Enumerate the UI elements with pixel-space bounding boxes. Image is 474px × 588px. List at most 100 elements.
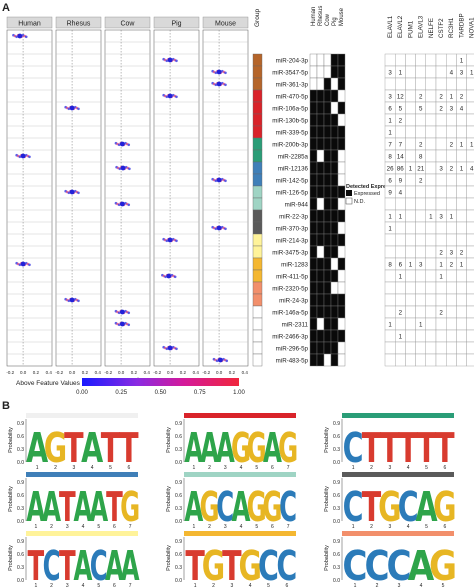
- species-strip: [153, 16, 200, 29]
- logo-position-label: 4: [91, 465, 94, 471]
- heatmap-cell: [316, 281, 325, 295]
- heatmap-cell: [330, 341, 339, 355]
- table-cell: [395, 341, 406, 355]
- species-strip: [202, 16, 249, 29]
- logo-letter: A: [184, 483, 203, 530]
- logo-letter: T: [28, 542, 45, 588]
- swarm-point-core: [216, 177, 222, 183]
- group-cell: [252, 197, 263, 211]
- mirna-label: miR-22-3p: [279, 214, 308, 221]
- table-cell: [405, 89, 416, 103]
- heatmap-cell: [337, 221, 346, 235]
- panel-a-label: A: [2, 2, 10, 14]
- heatmap-cell: [330, 221, 339, 235]
- heatmap-cell: [323, 257, 332, 271]
- table-cell: [405, 281, 416, 295]
- swarm-point-core: [167, 237, 173, 243]
- heatmap-cell: [309, 317, 318, 331]
- logo-ytick: 0.0: [17, 519, 24, 525]
- swarm-point-core: [119, 201, 125, 207]
- table-column-label: ELAVL3: [418, 15, 425, 38]
- logo-ytick: 0.6: [333, 434, 340, 440]
- x-tick-label: -0.2: [6, 370, 14, 375]
- heatmap-cell: [337, 257, 346, 271]
- table-value: 7: [399, 142, 403, 149]
- mirna-label: miR-126-5p: [276, 190, 309, 197]
- table-cell: [446, 53, 457, 67]
- heatmap-cell: [337, 317, 346, 331]
- table-column-label: ELAVL2: [397, 15, 404, 38]
- table-value: 2: [419, 94, 423, 101]
- table-cell: [425, 221, 437, 235]
- heatmap-cell: [316, 137, 325, 151]
- heatmap-cell: [337, 209, 346, 223]
- heatmap-cell: [330, 233, 339, 247]
- logo-position-label: 3: [66, 583, 69, 588]
- group-cell: [252, 221, 263, 235]
- logo-position-label: 5: [255, 465, 258, 471]
- table-cell: [405, 209, 416, 223]
- group-cell: [252, 65, 263, 79]
- table-cell: [405, 317, 416, 331]
- heatmap-cell: [316, 305, 325, 319]
- group-cell: [252, 245, 263, 259]
- logo-letter: T: [59, 542, 76, 588]
- heatmap-cell: [316, 125, 325, 139]
- heatmap-cell: [309, 353, 318, 367]
- logo-position-label: 1: [352, 465, 355, 471]
- table-cell: [415, 281, 427, 295]
- swarm-point: [224, 83, 227, 87]
- swarm-point-group: [64, 297, 80, 303]
- x-tick-label: 0.2: [33, 370, 40, 375]
- table-cell: [405, 53, 416, 67]
- swarm-point: [28, 155, 31, 159]
- table-cell: [405, 77, 416, 91]
- table-value: 6: [388, 106, 392, 113]
- table-cell: [384, 269, 396, 283]
- table-cell: [435, 53, 447, 67]
- swarm-point-core: [167, 345, 173, 351]
- x-tick-label: 0.0: [216, 370, 223, 375]
- table-cell: [446, 185, 457, 199]
- table-cell: [405, 185, 416, 199]
- logo-ytick: 0.9: [333, 539, 340, 545]
- table-cell: [415, 353, 427, 367]
- swarm-point-core: [216, 69, 222, 75]
- table-value: 8: [388, 262, 392, 269]
- logo-letter: C: [342, 542, 367, 588]
- logo-position-label: 6: [443, 524, 446, 530]
- heatmap-cell: [330, 137, 339, 151]
- heatmap-cell: [337, 113, 346, 127]
- table-value: 1: [409, 262, 413, 269]
- swarm-point: [15, 35, 18, 39]
- x-tick-label: 0.0: [69, 370, 76, 375]
- logo-position-label: 5: [442, 583, 445, 588]
- table-value: 1: [399, 334, 403, 341]
- table-cell: [456, 341, 467, 355]
- heatmap-cell: [337, 125, 346, 139]
- logo-position-label: 3: [398, 583, 401, 588]
- swarm-point-core: [119, 309, 125, 315]
- table-cell: [456, 353, 467, 367]
- logo-ytick: 0.0: [175, 519, 182, 525]
- heatmap-column-label: Human: [311, 7, 317, 26]
- table-cell: [395, 293, 406, 307]
- heatmap-cell: [309, 137, 318, 151]
- table-cell: [466, 317, 474, 331]
- table-value: 3: [419, 262, 423, 269]
- heatmap-cell: [330, 89, 339, 103]
- heatmap-cell: [330, 269, 339, 283]
- table-value: 7: [388, 142, 392, 149]
- swarm-point: [18, 155, 22, 159]
- table-value: 3: [388, 94, 392, 101]
- table-cell: [425, 233, 437, 247]
- table-cell: [456, 197, 467, 211]
- swarm-point-core: [166, 273, 172, 279]
- group-cell: [252, 161, 263, 175]
- table-value: 2: [439, 106, 443, 113]
- table-cell: [425, 281, 437, 295]
- swarm-point-core: [167, 57, 173, 63]
- table-cell: [425, 257, 437, 271]
